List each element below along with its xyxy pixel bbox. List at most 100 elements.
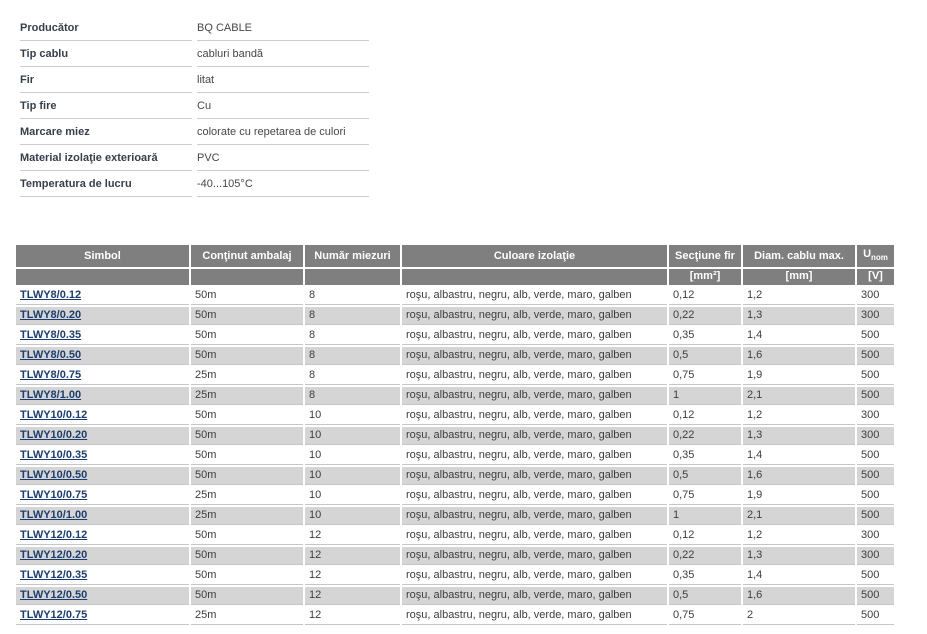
cell-simbol: TLWY10/0.20 (16, 427, 189, 446)
cell-culoare-izolatie: roşu, albastru, negru, alb, verde, maro,… (402, 427, 667, 446)
cell-diam-cablu-max: 1,9 (743, 367, 855, 386)
cell-numar-miezuri: 8 (305, 327, 400, 346)
cell-unom: 500 (857, 487, 894, 506)
cell-diam-cablu-max: 1,9 (743, 487, 855, 506)
cell-numar-miezuri: 10 (305, 467, 400, 486)
cell-continut-ambalaj: 25m (191, 367, 303, 386)
table-row: TLWY10/0.75 25m 10 roşu, albastru, negru, a… (16, 487, 894, 506)
cell-simbol: TLWY10/0.35 (16, 447, 189, 466)
product-symbol-link[interactable]: TLWY8/0.20 (20, 309, 82, 322)
cell-continut-ambalaj: 25m (191, 507, 303, 526)
cell-diam-cablu-max: 1,2 (743, 407, 855, 426)
product-symbol-link[interactable]: TLWY10/0.75 (20, 489, 88, 502)
cell-sectiune-fir: 0,12 (669, 527, 741, 546)
spec-label: Material izolaţie exterioară (20, 145, 192, 171)
product-symbol-link[interactable]: TLWY12/0.75 (20, 609, 88, 622)
cell-simbol: TLWY12/0.20 (16, 547, 189, 566)
product-symbol-link[interactable]: TLWY8/0.50 (20, 349, 82, 362)
cell-sectiune-fir: 0,75 (669, 487, 741, 506)
cell-sectiune-fir: 0,35 (669, 327, 741, 346)
spec-value: colorate cu repetarea de culori (197, 119, 369, 145)
product-symbol-link[interactable]: TLWY10/0.20 (20, 429, 88, 442)
cell-diam-cablu-max: 1,3 (743, 547, 855, 566)
cell-unom: 500 (857, 387, 894, 406)
cell-simbol: TLWY10/0.50 (16, 467, 189, 486)
spec-value: litat (197, 67, 369, 93)
cell-simbol: TLWY12/0.12 (16, 527, 189, 546)
cell-unom: 500 (857, 367, 894, 386)
spec-label: Producător (20, 15, 192, 41)
product-symbol-link[interactable]: TLWY10/1.00 (20, 509, 88, 522)
table-row: TLWY12/0.75 25m 12 roşu, albastru, negru, a… (16, 607, 894, 626)
table-row: TLWY10/0.35 50m 10 roşu, albastru, negru, a… (16, 447, 894, 466)
unit-cell-empty (191, 269, 303, 286)
cell-continut-ambalaj: 50m (191, 447, 303, 466)
cell-unom: 500 (857, 347, 894, 366)
cell-numar-miezuri: 12 (305, 587, 400, 606)
col-header-diam-cablu-max: Diam. cablu max. (743, 245, 855, 268)
cell-continut-ambalaj: 50m (191, 327, 303, 346)
cell-continut-ambalaj: 50m (191, 567, 303, 586)
cell-unom: 300 (857, 407, 894, 426)
cell-diam-cablu-max: 1,4 (743, 567, 855, 586)
cell-numar-miezuri: 10 (305, 487, 400, 506)
cell-sectiune-fir: 0,35 (669, 567, 741, 586)
cell-continut-ambalaj: 50m (191, 587, 303, 606)
col-header-simbol: Simbol (16, 245, 189, 268)
product-symbol-link[interactable]: TLWY8/0.35 (20, 329, 82, 342)
product-spec-table: Producător BQ CABLE Tip cablu cabluri ba… (15, 15, 374, 197)
spec-value: Cu (197, 93, 369, 119)
spec-value: cabluri bandă (197, 41, 369, 67)
cell-culoare-izolatie: roşu, albastru, negru, alb, verde, maro,… (402, 347, 667, 366)
cell-numar-miezuri: 10 (305, 427, 400, 446)
cell-culoare-izolatie: roşu, albastru, negru, alb, verde, maro,… (402, 567, 667, 586)
cell-sectiune-fir: 0,12 (669, 287, 741, 306)
cell-diam-cablu-max: 1,6 (743, 587, 855, 606)
cell-diam-cablu-max: 1,2 (743, 287, 855, 306)
cell-sectiune-fir: 1 (669, 507, 741, 526)
cell-unom: 500 (857, 327, 894, 346)
cell-continut-ambalaj: 25m (191, 387, 303, 406)
cell-numar-miezuri: 12 (305, 607, 400, 626)
col-header-sectiune-fir: Secţiune fir (669, 245, 741, 268)
cell-numar-miezuri: 8 (305, 287, 400, 306)
table-row: TLWY12/0.50 50m 12 roşu, albastru, negru, a… (16, 587, 894, 606)
spec-label: Temperatura de lucru (20, 171, 192, 197)
product-symbol-link[interactable]: TLWY10/0.50 (20, 469, 88, 482)
product-symbol-link[interactable]: TLWY12/0.12 (20, 529, 88, 542)
cell-culoare-izolatie: roşu, albastru, negru, alb, verde, maro,… (402, 387, 667, 406)
cell-diam-cablu-max: 1,6 (743, 467, 855, 486)
spec-label: Tip fire (20, 93, 192, 119)
table-row: TLWY8/0.50 50m 8 roşu, albastru, negru, alb… (16, 347, 894, 366)
product-symbol-link[interactable]: TLWY10/0.12 (20, 409, 88, 422)
product-symbol-link[interactable]: TLWY12/0.50 (20, 589, 88, 602)
cell-continut-ambalaj: 50m (191, 407, 303, 426)
cell-culoare-izolatie: roşu, albastru, negru, alb, verde, maro,… (402, 587, 667, 606)
cell-diam-cablu-max: 1,3 (743, 427, 855, 446)
spec-value: BQ CABLE (197, 15, 369, 41)
product-symbol-link[interactable]: TLWY10/0.35 (20, 449, 88, 462)
product-symbol-link[interactable]: TLWY12/0.35 (20, 569, 88, 582)
spec-row: Material izolaţie exterioară PVC (20, 145, 369, 171)
cell-sectiune-fir: 0,75 (669, 367, 741, 386)
cell-unom: 500 (857, 607, 894, 626)
spec-row: Temperatura de lucru -40...105°C (20, 171, 369, 197)
cell-simbol: TLWY12/0.75 (16, 607, 189, 626)
cell-sectiune-fir: 0,22 (669, 547, 741, 566)
table-row: TLWY12/0.20 50m 12 roşu, albastru, negru, a… (16, 547, 894, 566)
product-symbol-link[interactable]: TLWY8/0.12 (20, 289, 82, 302)
table-row: TLWY10/0.20 50m 10 roşu, albastru, negru, a… (16, 427, 894, 446)
cell-diam-cablu-max: 2,1 (743, 387, 855, 406)
cell-culoare-izolatie: roşu, albastru, negru, alb, verde, maro,… (402, 507, 667, 526)
cell-simbol: TLWY10/0.75 (16, 487, 189, 506)
unit-cell-v: [V] (857, 269, 894, 286)
table-row: TLWY8/0.35 50m 8 roşu, albastru, negru, alb… (16, 327, 894, 346)
product-symbol-link[interactable]: TLWY8/1.00 (20, 389, 82, 402)
product-symbol-link[interactable]: TLWY8/0.75 (20, 369, 82, 382)
product-symbol-link[interactable]: TLWY12/0.20 (20, 549, 88, 562)
spec-label: Marcare miez (20, 119, 192, 145)
spec-label: Fir (20, 67, 192, 93)
cell-sectiune-fir: 0,12 (669, 407, 741, 426)
cell-culoare-izolatie: roşu, albastru, negru, alb, verde, maro,… (402, 327, 667, 346)
table-row: TLWY10/0.50 50m 10 roşu, albastru, negru, a… (16, 467, 894, 486)
